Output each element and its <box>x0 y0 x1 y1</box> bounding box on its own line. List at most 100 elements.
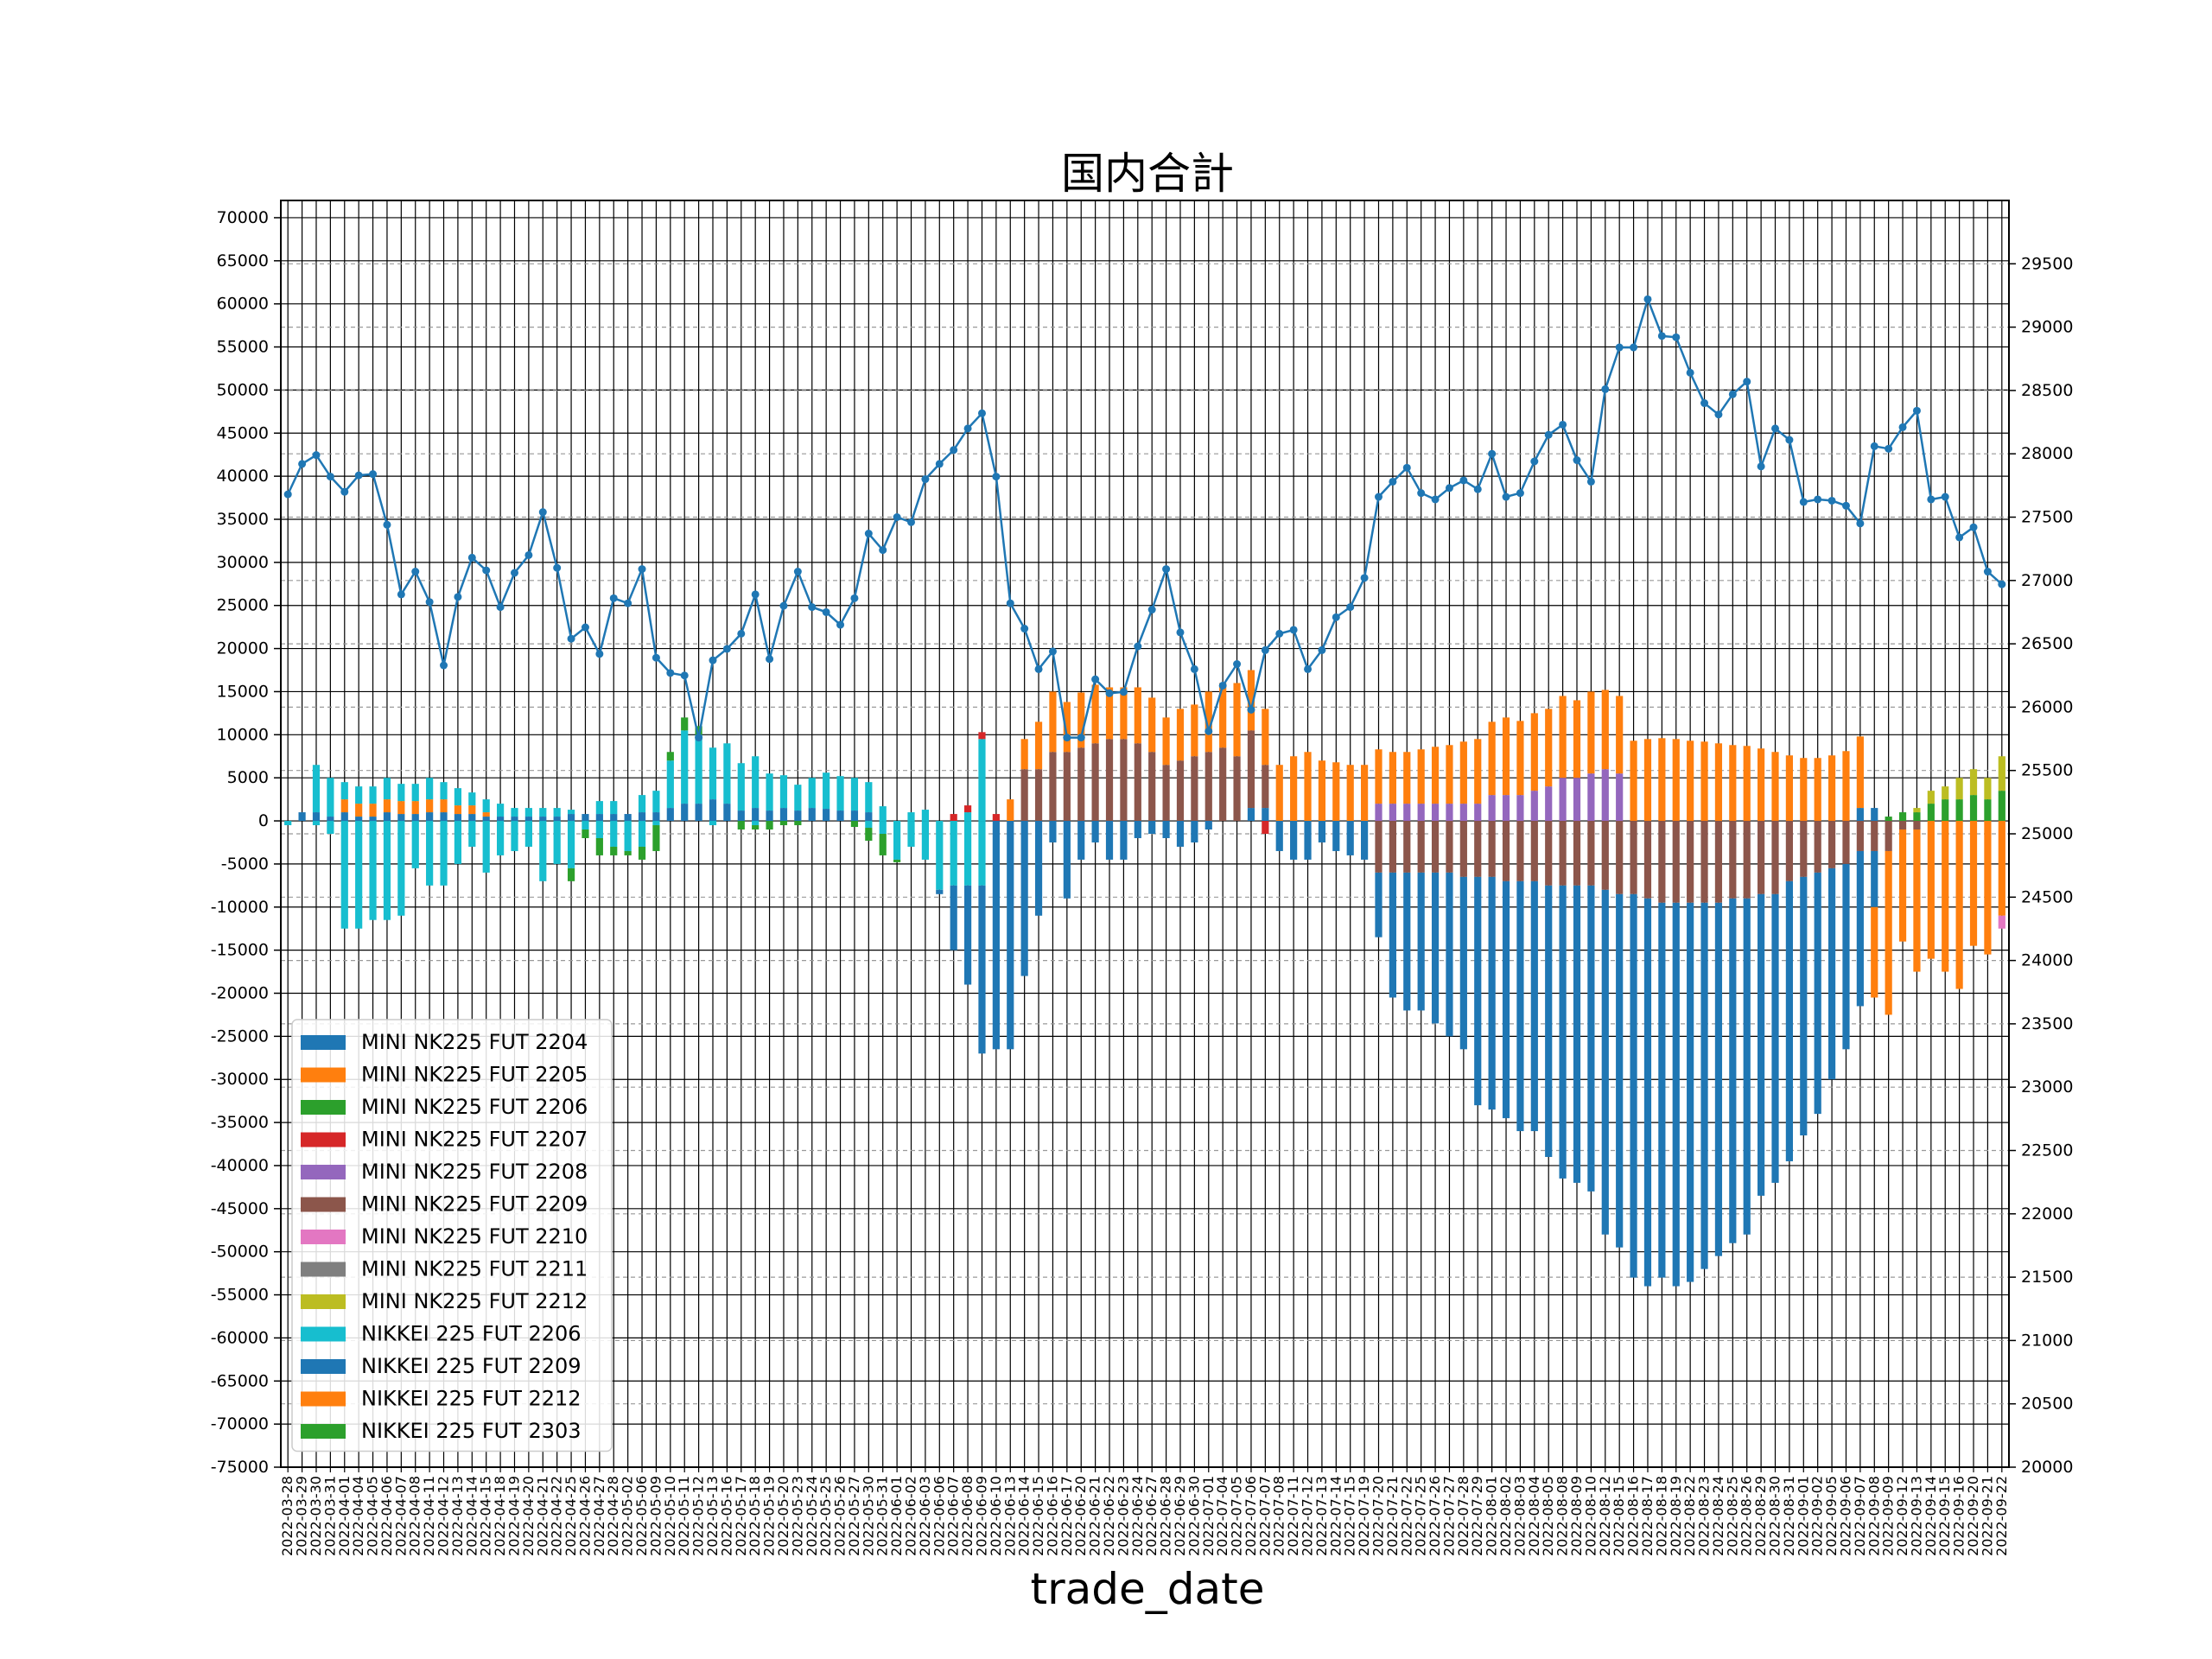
bar-segment <box>1643 739 1652 822</box>
bar-segment <box>1375 872 1382 938</box>
x-tick-label: 2022-09-14 <box>1923 1476 1939 1556</box>
bar-segment <box>1516 795 1524 822</box>
bar-segment <box>1346 765 1354 822</box>
bar-segment <box>779 775 788 809</box>
bar-segment <box>1007 799 1014 822</box>
bar-segment <box>1800 876 1808 1136</box>
bar-segment <box>1998 915 2005 929</box>
left-tick-label: 50000 <box>217 380 269 399</box>
bar-segment <box>1630 821 1637 894</box>
bar-segment <box>1643 821 1652 899</box>
x-tick-label: 2022-04-13 <box>449 1476 466 1556</box>
x-tick-label: 2022-05-31 <box>874 1476 891 1556</box>
bar-segment <box>595 821 603 838</box>
x-tick-label: 2022-07-12 <box>1300 1476 1316 1556</box>
bar-segment <box>624 821 632 851</box>
bar-segment <box>1530 880 1538 1132</box>
price-point <box>538 508 547 517</box>
bar-segment <box>1375 821 1382 873</box>
price-point <box>553 563 562 572</box>
x-tick-label: 2022-07-13 <box>1313 1476 1330 1556</box>
x-tick-label: 2022-08-05 <box>1540 1476 1556 1556</box>
bar-segment <box>610 801 618 815</box>
right-tick-label: 22500 <box>2021 1141 2073 1160</box>
bar-segment <box>1304 821 1312 860</box>
x-tick-label: 2022-05-02 <box>620 1476 636 1556</box>
bar-segment <box>865 812 873 822</box>
bar-segment <box>511 808 518 817</box>
bar-segment <box>1758 893 1765 1196</box>
bar-segment <box>1049 691 1057 753</box>
price-point <box>1346 603 1355 612</box>
bar-segment <box>1814 872 1821 1115</box>
x-tick-label: 2022-08-17 <box>1639 1476 1656 1556</box>
bar-segment <box>1275 765 1283 822</box>
bar-segment <box>1885 821 1892 851</box>
price-point <box>695 734 703 742</box>
bar-segment <box>397 821 405 916</box>
price-point <box>1332 613 1340 621</box>
bar-segment <box>1842 863 1850 1050</box>
bar-segment <box>808 778 816 809</box>
bar-segment <box>1205 691 1212 753</box>
bar-segment <box>1105 687 1114 740</box>
x-tick-label: 2022-06-20 <box>1072 1476 1089 1556</box>
x-tick-label: 2022-09-20 <box>1965 1476 1981 1556</box>
bar-segment <box>327 778 334 817</box>
left-tick-label: -55000 <box>211 1286 269 1305</box>
left-tick-label: 60000 <box>217 295 269 314</box>
x-tick-label: 2022-08-16 <box>1625 1476 1642 1556</box>
legend-label: NIKKEI 225 FUT 2209 <box>361 1354 582 1378</box>
bar-segment <box>850 821 859 828</box>
x-tick-label: 2022-04-18 <box>492 1476 508 1556</box>
price-line <box>287 296 2003 739</box>
bar-segment <box>652 812 660 822</box>
bar-segment <box>1856 808 1864 822</box>
x-tick-label: 2022-04-21 <box>534 1476 550 1556</box>
bar-segment <box>312 765 321 813</box>
bar-segment <box>1502 880 1510 1119</box>
bar-segment <box>1275 821 1283 851</box>
bar-segment <box>1601 821 1609 890</box>
bar-segment <box>1658 821 1666 903</box>
bar-segment <box>1417 872 1425 1011</box>
bar-segment <box>823 809 830 822</box>
bar-segment <box>411 821 419 868</box>
left-tick-label: -15000 <box>211 941 269 960</box>
bar-segment <box>610 821 618 847</box>
price-point <box>722 645 731 653</box>
price-point <box>1374 493 1382 501</box>
bar-segment <box>411 801 419 815</box>
bar-segment <box>978 739 986 822</box>
bar-segment <box>1332 762 1340 822</box>
price-point <box>1573 456 1581 465</box>
right-tick-label: 25000 <box>2021 824 2073 843</box>
bar-segment <box>1530 713 1538 791</box>
x-tick-label: 2022-05-12 <box>690 1476 707 1556</box>
left-tick-label: -40000 <box>211 1156 269 1175</box>
bar-segment <box>1898 812 1907 822</box>
x-tick-label: 2022-09-21 <box>1979 1476 1995 1556</box>
bar-segment <box>709 799 717 822</box>
bar-segment <box>1700 821 1708 903</box>
price-point <box>950 446 958 454</box>
bar-segment <box>1559 778 1567 822</box>
bar-segment <box>865 782 873 813</box>
x-tick-label: 2022-04-08 <box>407 1476 423 1556</box>
bar-segment <box>893 821 901 860</box>
bar-segment <box>1205 752 1212 822</box>
x-tick-label: 2022-08-15 <box>1611 1476 1627 1556</box>
x-tick-label: 2022-09-22 <box>1993 1476 2010 1556</box>
bar-segment <box>1729 745 1737 822</box>
bar-segment <box>1714 821 1723 903</box>
left-tick-label: -20000 <box>211 983 269 1002</box>
price-point <box>496 603 505 612</box>
price-point <box>609 594 618 602</box>
x-tick-label: 2022-08-12 <box>1597 1476 1613 1556</box>
price-point <box>1077 734 1085 742</box>
x-tick-label: 2022-04-06 <box>378 1476 395 1556</box>
right-tick-label: 23500 <box>2021 1014 2073 1033</box>
bar-segment <box>666 752 674 761</box>
x-tick-label: 2022-05-27 <box>846 1476 862 1556</box>
